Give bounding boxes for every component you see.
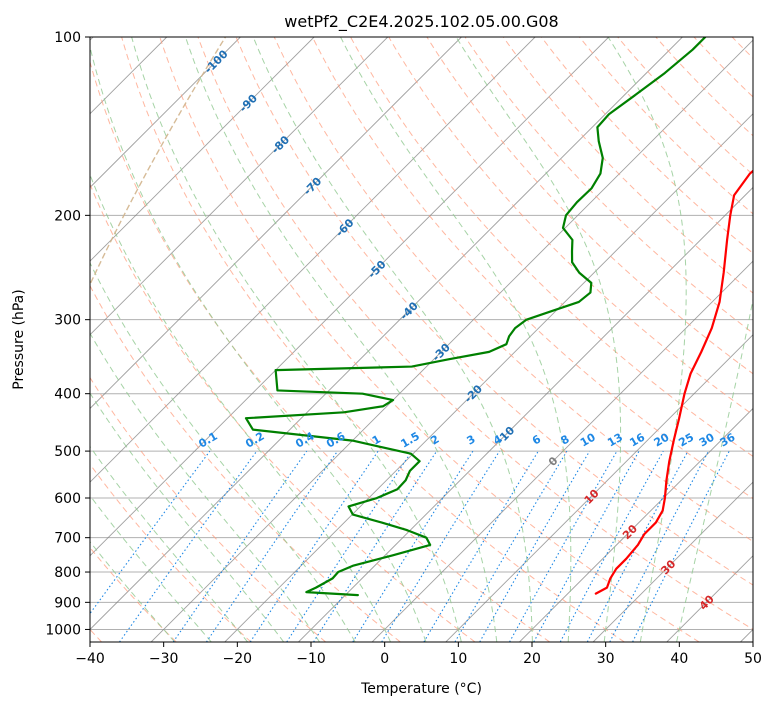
- x-tick-label: 50: [744, 651, 762, 667]
- isotherm-line: [90, 37, 683, 631]
- mixing-ratio-line: [205, 450, 338, 642]
- moist-adiabat: [131, 37, 462, 642]
- y-tick-label: 500: [54, 444, 81, 460]
- x-tick-label: −10: [296, 651, 326, 667]
- y-axis-label: Pressure (hPa): [11, 289, 27, 389]
- dry-adiabat: [121, 37, 625, 642]
- chart-title: wetPf2_C2E4.2025.102.05.00.G08: [284, 12, 558, 32]
- dry-adiabat: [464, 37, 753, 334]
- mixing-ratio-line: [313, 450, 438, 642]
- y-tick-label: 900: [54, 595, 81, 611]
- isotherm-line: [371, 260, 753, 642]
- moist-adiabat: [90, 494, 212, 642]
- dry-adiabat: [197, 37, 753, 631]
- mixing-ratio-lines: [90, 450, 730, 642]
- x-tick-label: 10: [449, 651, 467, 667]
- y-tick-label: 100: [54, 30, 81, 46]
- isotherm-line: [90, 37, 241, 189]
- dry-adiabat: [311, 37, 753, 500]
- x-tick-label: 0: [380, 651, 389, 667]
- isotherm-line: [90, 37, 315, 262]
- isotherm-line: [90, 37, 462, 410]
- dry-adiabat: [350, 37, 753, 457]
- dry-adiabat: [159, 37, 700, 642]
- isotherm-line: [90, 37, 536, 483]
- x-tick-label: 20: [523, 651, 541, 667]
- dry-adiabat: [235, 37, 753, 586]
- mixing-ratio-line: [509, 450, 618, 642]
- mixing-ratio-line: [423, 450, 539, 642]
- moist-adiabat: [90, 261, 356, 642]
- y-tick-label: 1000: [45, 622, 81, 638]
- profile-series: [244, 37, 753, 597]
- y-tick-label: 700: [54, 531, 81, 547]
- mixing-ratio-line: [454, 450, 568, 642]
- isotherm-line: [519, 407, 753, 642]
- isotherm-line: [90, 37, 389, 336]
- y-tick-label: 300: [54, 313, 81, 329]
- mixing-ratio-line: [381, 450, 500, 642]
- moist-adiabat: [607, 37, 687, 642]
- dry-adiabat: [90, 463, 252, 642]
- mixing-ratio-line: [90, 450, 211, 615]
- mixing-ratio-line: [559, 450, 664, 642]
- moist-adiabat: [90, 49, 427, 642]
- temperature-profile-line: [594, 169, 753, 595]
- isotherm-line: [445, 334, 753, 642]
- plot-frame: [89, 36, 754, 643]
- dewpoint-profile-line: [244, 37, 707, 597]
- x-axis-label: Temperature (°C): [360, 681, 482, 697]
- moist-adiabat: [90, 392, 285, 642]
- x-tick-label: −20: [223, 651, 253, 667]
- moist-adiabat: [252, 37, 533, 642]
- moist-adiabat: [676, 296, 753, 642]
- y-tick-label: 800: [54, 565, 81, 581]
- moist-adiabat: [90, 445, 249, 642]
- moist-adiabat: [90, 332, 320, 642]
- isotherm-line: [150, 39, 753, 642]
- mixing-ratio-line: [172, 450, 308, 642]
- saturation-line: [90, 37, 227, 287]
- isotherm-line: [224, 113, 753, 642]
- mixing-ratio-line: [479, 450, 591, 642]
- x-tick-label: 40: [670, 651, 688, 667]
- x-tick-label: −30: [149, 651, 179, 667]
- x-tick-label: 30: [597, 651, 615, 667]
- x-tick-label: −40: [75, 651, 105, 667]
- dry-adiabat: [388, 37, 753, 416]
- x-axis-ticks: −40 −30 −20 −10 0 10 20 30 40 50: [75, 642, 762, 667]
- dry-adiabat: [579, 37, 753, 215]
- dry-adiabats: [90, 37, 753, 642]
- isotherm-line: [90, 37, 610, 557]
- isotherm-lines: [90, 37, 753, 642]
- moist-adiabat: [340, 37, 572, 642]
- isotherm-line: [592, 481, 753, 642]
- saturation-curve: [90, 37, 227, 287]
- mixing-ratio-line: [119, 450, 258, 642]
- y-tick-label: 200: [54, 208, 81, 224]
- dry-adiabat: [617, 37, 753, 176]
- moist-adiabat: [90, 173, 392, 642]
- y-tick-label: 600: [54, 491, 81, 507]
- moist-adiabat: [185, 37, 498, 642]
- y-axis-ticks: 1000 900 800 700 600 500 400 300 200 100: [45, 30, 90, 638]
- dry-adiabat: [502, 37, 753, 294]
- mixing-ratio-line: [533, 450, 640, 642]
- mixing-ratio-line: [352, 450, 474, 642]
- y-tick-label: 400: [54, 387, 81, 403]
